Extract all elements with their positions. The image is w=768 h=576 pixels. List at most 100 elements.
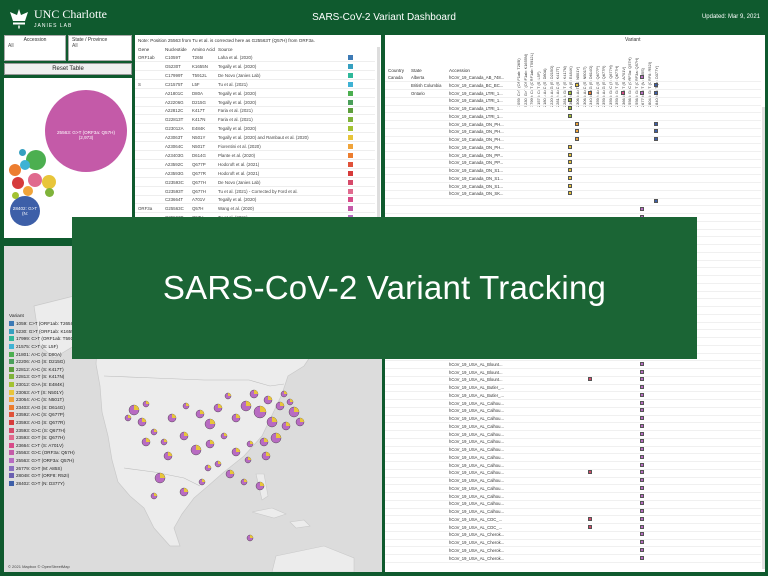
legend-item[interactable]: 23403: A>G (S: D614G) <box>9 404 97 412</box>
map-pie-marker[interactable] <box>142 400 150 408</box>
map-pie-marker[interactable] <box>182 402 190 410</box>
variant-table-row[interactable]: hCoV_19_Canada_LTRI_1... <box>385 106 761 114</box>
variant-presence-marker[interactable] <box>640 385 645 389</box>
map-pie-marker[interactable] <box>240 400 252 412</box>
variant-table-row[interactable]: hCoV_19_USA_AL_Calhou... <box>385 509 761 517</box>
map-pie-marker[interactable] <box>231 413 241 423</box>
variant-presence-marker[interactable] <box>640 516 645 521</box>
map-pie-marker[interactable] <box>259 437 269 447</box>
variant-table-row[interactable]: hCoV_19_USA_AL_Calhou... <box>385 454 761 463</box>
map-pie-marker[interactable] <box>195 409 205 419</box>
map-pie-marker[interactable] <box>213 403 223 413</box>
variant-grid-scrollbar[interactable] <box>762 107 765 569</box>
variant-table-row[interactable]: Canada Alberta hCoV_19_Canada_AB_748... <box>385 75 761 83</box>
variant-table-row[interactable]: hCoV_19_USA_AL_Butler_... <box>385 385 761 393</box>
map-pie-marker[interactable] <box>128 404 140 416</box>
mutation-row[interactable]: G22813T K417N Faria et al. (2021) <box>135 117 375 125</box>
variant-presence-marker[interactable] <box>640 485 645 490</box>
variant-table-row[interactable]: hCoV_19_USA_AL_Calhou... <box>385 439 761 447</box>
bubble[interactable] <box>9 164 21 176</box>
bubble[interactable] <box>28 173 42 187</box>
variant-table-row[interactable]: British Columbia hCoV_19_Canada_BC_BC... <box>385 82 761 91</box>
mutation-row[interactable]: C23664T A701V Tegally et al. (2020) <box>135 197 375 205</box>
variant-presence-marker[interactable] <box>640 369 645 374</box>
variant-table-row[interactable]: hCoV_19_USA_AL_Calhou... <box>385 416 761 424</box>
variant-table-row[interactable]: hCoV_19_USA_AL_Butler_... <box>385 392 761 401</box>
variant-presence-marker[interactable] <box>640 478 645 482</box>
map-pie-marker[interactable] <box>253 405 267 419</box>
variant-presence-marker[interactable] <box>640 447 645 451</box>
variant-table-row[interactable]: hCoV_19_USA_AL_Calhou... <box>385 462 761 470</box>
variant-presence-marker[interactable] <box>640 439 645 444</box>
variant-presence-marker[interactable] <box>640 501 645 506</box>
variant-presence-marker[interactable] <box>640 470 645 475</box>
map-pie-marker[interactable] <box>246 534 254 542</box>
variant-table-row[interactable]: hCoV_19_Canada_ON_S1... <box>385 175 761 184</box>
variant-table-row[interactable]: hCoV_19_USA_AL_Calhou... <box>385 501 761 509</box>
legend-item[interactable]: 28048: G>T (ORF8: R52I) <box>9 472 97 480</box>
mutation-row[interactable]: A23063T N501Y Tegally et al. (2020) and Ra… <box>135 135 375 143</box>
legend-item[interactable]: 21575: C>T (S: L5F) <box>9 343 97 351</box>
bubble[interactable] <box>12 192 19 199</box>
variant-presence-marker[interactable] <box>640 206 645 211</box>
variant-presence-marker[interactable] <box>640 454 645 459</box>
variant-table-row[interactable]: hCoV_19_USA_AL_Calhou... <box>385 431 761 439</box>
mutation-row[interactable]: A23593G Q677R Hodcroft et al. (2021) <box>135 170 375 178</box>
bubble[interactable] <box>45 188 54 197</box>
bubble[interactable] <box>20 160 30 170</box>
variant-presence-marker[interactable] <box>640 75 645 79</box>
map-pie-marker[interactable] <box>266 416 278 428</box>
legend-item[interactable]: 23063: A>T (S: N501Y) <box>9 388 97 396</box>
variant-presence-marker[interactable] <box>640 392 645 397</box>
variant-table-row[interactable]: hCoV_19_USA_AL_Blount... <box>385 369 761 377</box>
map-pie-marker[interactable] <box>214 460 222 468</box>
mutation-row[interactable]: C17999T T5912L De Novo (Janies Lab) <box>135 72 375 80</box>
mutation-row[interactable]: S C21575T L5F Tu et al. (2021) <box>135 81 375 89</box>
bubble[interactable] <box>12 177 24 189</box>
legend-item[interactable]: 23593: G>C (S: Q677H) <box>9 426 97 434</box>
variant-presence-marker[interactable] <box>588 524 593 529</box>
mutation-row[interactable]: A23592C Q677P Hodcroft et al. (2021) <box>135 161 375 169</box>
map-pie-marker[interactable] <box>240 478 248 486</box>
variant-presence-marker[interactable] <box>568 160 573 165</box>
variant-table-row[interactable]: hCoV_19_Canada_ON_PP... <box>385 152 761 160</box>
variant-presence-marker[interactable] <box>640 524 645 529</box>
legend-item[interactable]: 22812: A>C (S: K417T) <box>9 366 97 374</box>
variant-table-row[interactable]: hCoV_19_Canada_LTRI_1... <box>385 113 761 122</box>
variant-table-row[interactable]: hCoV_19_Canada_LTRI_1... <box>385 98 761 106</box>
variant-presence-marker[interactable] <box>653 199 658 203</box>
legend-item[interactable]: 22813: G>T (S: K417N) <box>9 373 97 381</box>
legend-item[interactable]: 23593: A>G (S: Q677R) <box>9 419 97 427</box>
map-pie-marker[interactable] <box>288 406 300 418</box>
variant-table-row[interactable]: hCoV_19_Canada_ON_S1... <box>385 183 761 191</box>
map-pie-marker[interactable] <box>154 472 166 484</box>
variant-presence-marker[interactable] <box>568 98 573 103</box>
variant-presence-marker[interactable] <box>574 137 579 141</box>
map-pie-marker[interactable] <box>204 418 216 430</box>
variant-presence-marker[interactable] <box>568 152 573 157</box>
legend-item[interactable]: 26779: G>T (M: A85S) <box>9 464 97 472</box>
variant-table-row[interactable]: hCoV_19_USA_AL_CDC_... <box>385 524 761 532</box>
variant-table-row[interactable]: hCoV_19_USA_AL_Calhou... <box>385 408 761 416</box>
variant-table-row[interactable]: hCoV_19_Canada_ON_PH... <box>385 137 761 145</box>
variant-presence-marker[interactable] <box>640 408 645 413</box>
map-pie-marker[interactable] <box>160 438 168 446</box>
reset-table-button[interactable]: Reset Table <box>4 63 132 75</box>
variant-table-row[interactable]: hCoV_19_USA_AL_Calhou... <box>385 493 761 501</box>
legend-item[interactable]: 23593: G>T (S: Q677H) <box>9 434 97 442</box>
map-pie-marker[interactable] <box>224 392 232 400</box>
map-pie-marker[interactable] <box>141 437 151 447</box>
mutation-row[interactable]: G5230T K1655N Tegally et al. (2020) <box>135 63 375 71</box>
variant-presence-marker[interactable] <box>568 183 573 188</box>
bubble-secondary[interactable] <box>10 196 40 226</box>
variant-presence-marker[interactable] <box>653 121 658 126</box>
map-pie-marker[interactable] <box>225 469 235 479</box>
map-pie-marker[interactable] <box>295 417 305 427</box>
variant-table-row[interactable]: hCoV_19_Canada_ON_PP... <box>385 160 761 168</box>
bubble[interactable] <box>19 149 26 156</box>
map-pie-marker[interactable] <box>244 456 252 464</box>
map-pie-marker[interactable] <box>281 421 291 431</box>
legend-item[interactable]: 25563: G>C (ORF3a: Q57H) <box>9 449 97 457</box>
mutation-row[interactable]: G23012A E484K Tegally et al. (2020) <box>135 126 375 134</box>
variant-presence-marker[interactable] <box>640 423 645 428</box>
